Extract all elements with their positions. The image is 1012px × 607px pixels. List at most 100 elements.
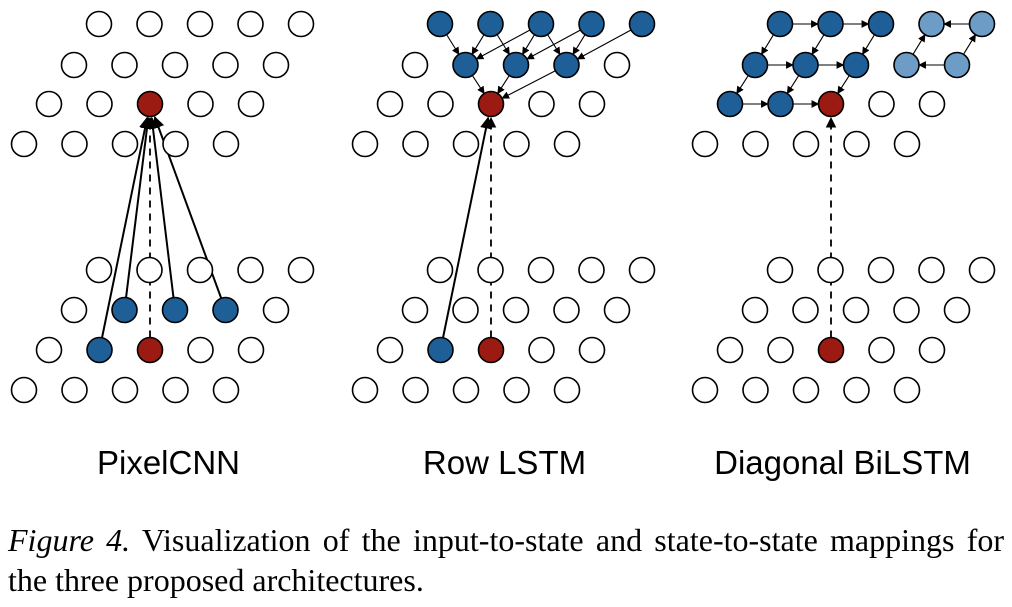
diagonal-state-arrow <box>811 34 825 55</box>
pixelcnn-bot-node-empty <box>136 256 163 284</box>
row-lstm-top-node-context <box>628 10 656 38</box>
diagonal-bilstm-bot-node-empty <box>918 256 945 284</box>
row-lstm-bot-node-empty <box>527 256 555 284</box>
diagonal-bilstm-top-node-context-light <box>918 10 945 38</box>
pixelcnn-bot-node-empty <box>237 256 264 284</box>
row-lstm-top-node-context <box>426 10 454 38</box>
diagonal-bilstm-bot-node-empty <box>868 336 895 364</box>
diagonal-state-arrow <box>963 34 976 55</box>
diagonal-bilstm-top-node-empty <box>742 130 769 158</box>
pixelcnn-bot-node-empty <box>237 336 265 364</box>
diagonal-bilstm-top-node-context <box>716 90 744 118</box>
diagonal-bilstm-top-node-empty <box>792 130 820 158</box>
row-lstm-bot-node-empty <box>376 336 404 364</box>
row-lstm-state-arrow <box>547 34 561 56</box>
diagonal-bilstm-top-node-context <box>867 10 895 38</box>
diagonal-bilstm-top-node-empty <box>691 130 719 158</box>
row-lstm-top-node-context <box>578 10 605 38</box>
diagonal-bilstm-bot-node-empty <box>968 256 996 284</box>
pixelcnn-top-node-empty <box>61 130 88 158</box>
row-lstm-top-node-context <box>527 10 555 38</box>
diagonal-bilstm-top-node-context <box>741 51 769 79</box>
row-lstm-top-node-context <box>477 10 504 38</box>
diagonal-bilstm-bot-node-empty <box>742 376 769 404</box>
row-lstm-bot-node-empty <box>402 376 429 404</box>
diagonal-bilstm-bot-node-empty <box>716 336 744 364</box>
diagonal-state-arrow <box>837 75 850 95</box>
figure-caption-text: Visualization of the input-to-state and … <box>8 522 1005 598</box>
pixelcnn-top-node-target <box>136 90 164 118</box>
pixelcnn-bot-node-empty <box>187 336 214 364</box>
row-lstm-bot-node-empty <box>351 376 379 404</box>
diagonal-bilstm-bot-node-empty <box>792 376 820 404</box>
pixelcnn-input-arrow <box>101 116 151 338</box>
row-lstm-top-node-empty <box>603 51 631 79</box>
row-lstm-bot-node-empty <box>628 256 656 284</box>
pixelcnn-top-node-empty <box>111 130 139 158</box>
pixelcnn-input-arrow <box>125 116 153 298</box>
row-lstm-bot-node-empty <box>553 376 581 404</box>
row-lstm-state-arrow <box>576 29 632 60</box>
diagonal-state-arrow <box>786 75 800 95</box>
row-lstm-bot-node-empty <box>477 256 504 284</box>
row-lstm-bot-node-empty <box>401 296 429 324</box>
row-lstm-top-node-context <box>452 51 479 79</box>
pixelcnn-bot-node-empty <box>35 336 63 364</box>
row-lstm-top-node-context <box>553 51 580 79</box>
pixelcnn-top-node-empty <box>86 90 113 118</box>
diagonal-bilstm-top-node-empty <box>918 90 946 118</box>
pixelcnn-bot-node-empty <box>287 256 315 284</box>
diagonal-bilstm-bot-node-empty <box>843 376 870 404</box>
diagonal-state-arrow <box>862 34 875 55</box>
row-lstm-top-node-target <box>477 90 505 118</box>
row-lstm-top-node-empty <box>376 90 404 118</box>
row-lstm-bot-node-empty <box>452 296 479 324</box>
diagonal-bilstm-bot-node-empty <box>943 296 971 324</box>
diagonal-bilstm-bot-node-target <box>817 336 845 364</box>
diagonal-bilstm-top-node-empty <box>893 130 921 158</box>
panel-label-pixelcnn: PixelCNN <box>96 444 241 481</box>
pixelcnn-bot-node-target <box>136 336 164 364</box>
pixelcnn-bot-node-empty <box>212 376 240 404</box>
row-lstm-bot-node-empty <box>502 296 530 324</box>
diagonal-bilstm-bot-node-empty <box>817 256 844 284</box>
row-lstm-input-arrow <box>442 116 492 338</box>
panel-label-row-lstm: Row LSTM <box>422 444 587 481</box>
pixelcnn-bot-node-context <box>212 296 239 324</box>
nodes-layer <box>10 10 996 404</box>
pixelcnn-bot-node-context <box>86 336 113 364</box>
row-lstm-state-arrow <box>446 34 460 56</box>
diagonal-bilstm-bot-node-empty <box>893 376 921 404</box>
diagonal-bilstm-bot-node-empty <box>842 296 870 324</box>
panel-label-diagonal-bilstm: Diagonal BiLSTM <box>714 444 971 481</box>
diagonal-bilstm-top-node-empty <box>868 90 895 118</box>
row-lstm-top-node-empty <box>401 51 429 79</box>
figure-caption: Figure 4. Visualization of the input-to-… <box>8 520 1004 600</box>
diagonal-bilstm-top-node-target <box>817 90 845 118</box>
pixelcnn-bot-node-context <box>161 296 189 324</box>
diagonal-bilstm-top-node-context-light <box>943 51 971 79</box>
row-lstm-state-arrow <box>496 34 510 56</box>
row-lstm-top-node-context <box>502 51 530 79</box>
pixelcnn-bot-node-empty <box>60 296 88 324</box>
pixelcnn-top-node-empty <box>212 130 240 158</box>
pixelcnn-bot-node-empty <box>262 296 290 324</box>
pixelcnn-bot-node-empty <box>186 256 214 284</box>
pixelcnn-top-node-empty <box>287 10 315 38</box>
diagonal-bilstm-bot-node-empty <box>792 296 819 324</box>
row-lstm-state-arrow <box>501 70 556 99</box>
diagonal-bilstm-top-node-context <box>842 51 870 79</box>
row-lstm-state-arrow <box>522 34 535 55</box>
diagonal-bilstm-top-node-empty <box>843 130 870 158</box>
row-lstm-bot-node-empty <box>503 376 530 404</box>
diagonal-state-arrow <box>912 34 926 55</box>
row-lstm-top-node-empty <box>553 130 581 158</box>
pixelcnn-top-node-empty <box>162 130 189 158</box>
pixelcnn-top-node-empty <box>35 90 63 118</box>
row-lstm-top-node-empty <box>351 130 379 158</box>
architecture-diagram <box>10 10 996 404</box>
row-lstm-bot-node-empty <box>528 336 555 364</box>
pixelcnn-bot-node-empty <box>162 376 189 404</box>
row-lstm-top-node-empty <box>402 130 429 158</box>
pixelcnn-bot-node-empty <box>111 376 139 404</box>
